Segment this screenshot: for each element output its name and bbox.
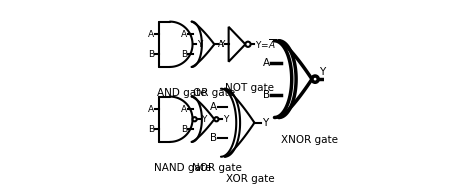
Text: Y: Y (201, 115, 207, 124)
Text: NOR gate: NOR gate (191, 163, 242, 173)
Text: Y: Y (197, 40, 202, 49)
Text: A: A (210, 102, 217, 112)
Text: A: A (263, 58, 270, 68)
Text: XOR gate: XOR gate (226, 174, 274, 184)
Text: A: A (218, 40, 224, 49)
Text: B: B (148, 50, 154, 59)
Text: B: B (148, 125, 154, 134)
Text: Y=$\overline{A}$: Y=$\overline{A}$ (255, 37, 276, 51)
Text: A: A (181, 105, 187, 114)
Text: Y: Y (223, 115, 228, 124)
Text: NAND gate: NAND gate (154, 163, 211, 173)
Circle shape (214, 117, 219, 121)
Text: NOT gate: NOT gate (225, 83, 274, 93)
Text: AND gate: AND gate (157, 88, 207, 98)
Text: B: B (263, 90, 270, 100)
Text: Y: Y (262, 118, 268, 128)
Text: B: B (210, 133, 217, 143)
Circle shape (192, 117, 197, 121)
Text: A: A (148, 105, 154, 114)
Text: A: A (148, 30, 154, 39)
Circle shape (246, 42, 251, 47)
Text: B: B (181, 50, 187, 59)
Text: B: B (181, 125, 187, 134)
Text: Y: Y (219, 40, 224, 49)
Text: A: A (181, 30, 187, 39)
Text: OR gate: OR gate (193, 88, 236, 98)
Circle shape (312, 76, 318, 82)
Text: XNOR gate: XNOR gate (281, 135, 337, 145)
Text: Y: Y (319, 67, 325, 77)
